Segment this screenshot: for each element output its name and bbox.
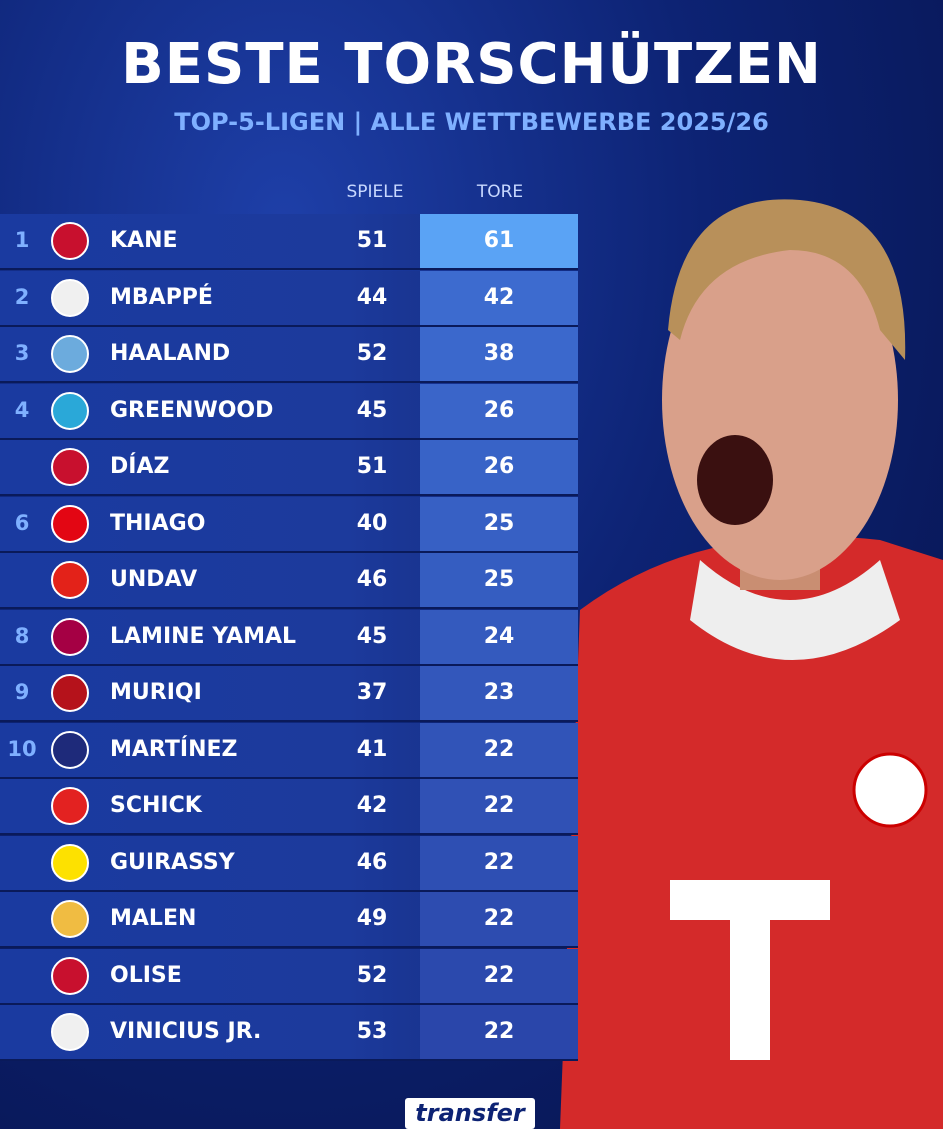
table-row: OLISE 52 22 — [0, 948, 578, 1005]
rank: 6 — [14, 510, 30, 535]
rank: 4 — [14, 397, 30, 422]
club-logo — [51, 561, 89, 599]
rank: 3 — [14, 341, 30, 365]
brand-logo: transfer — [405, 1098, 535, 1129]
player-name: KANE — [110, 228, 178, 253]
column-header: SPIELE — [346, 182, 404, 202]
goals: 42 — [420, 270, 578, 325]
player-name: HAALAND — [110, 341, 231, 366]
table-row: 1 KANE 51 61 — [0, 214, 578, 270]
games: 52 — [356, 962, 388, 988]
table-row: VINICIUS JR. 53 22 — [0, 1005, 578, 1061]
goals: 26 — [420, 383, 578, 438]
club-logo — [51, 843, 89, 882]
club-logo — [51, 900, 89, 938]
player-name: GREENWOOD — [110, 397, 274, 423]
goals: 38 — [420, 327, 578, 381]
table-row: 8 LAMINE YAMAL 45 24 — [0, 609, 578, 666]
player-name: MURIQI — [110, 680, 202, 705]
club-logo — [51, 278, 89, 317]
goals: 25 — [420, 496, 578, 551]
games: 41 — [356, 736, 388, 762]
table-row: 9 MURIQI 37 23 — [0, 666, 578, 722]
table-row: UNDAV 46 25 — [0, 553, 578, 609]
club-logo — [51, 956, 89, 995]
games: 52 — [356, 341, 388, 366]
goals: 22 — [420, 835, 578, 890]
table-row: 6 THIAGO 40 25 — [0, 496, 578, 553]
rank: 10 — [7, 736, 37, 761]
games: 45 — [356, 397, 388, 423]
club-logo — [51, 617, 89, 656]
table-row: DÍAZ 51 26 — [0, 440, 578, 496]
goals: 22 — [420, 892, 578, 946]
goals: 22 — [420, 722, 578, 777]
player-name: VINICIUS JR. — [110, 1019, 262, 1044]
club-logo — [51, 1013, 89, 1051]
table-row: 2 MBAPPÉ 44 42 — [0, 270, 578, 327]
club-logo — [51, 222, 89, 260]
rank: 9 — [14, 680, 30, 704]
player-name: THIAGO — [110, 510, 206, 536]
goals: 25 — [420, 553, 578, 607]
club-logo — [51, 674, 89, 712]
table-row: MALEN 49 22 — [0, 892, 578, 948]
table-row: GUIRASSY 46 22 — [0, 835, 578, 892]
club-logo — [51, 504, 89, 543]
games: 40 — [356, 510, 388, 536]
goals: 26 — [420, 440, 578, 494]
games: 46 — [356, 849, 388, 875]
player-name: SCHICK — [110, 793, 202, 818]
mouth — [697, 435, 773, 525]
player-name: MARTÍNEZ — [110, 736, 238, 762]
games: 42 — [356, 793, 388, 818]
games: 49 — [356, 906, 388, 931]
rank: 2 — [14, 284, 30, 309]
player-name: DÍAZ — [110, 454, 170, 479]
crest — [852, 752, 928, 828]
games: 53 — [356, 1019, 388, 1044]
games: 51 — [356, 228, 388, 253]
collar — [690, 560, 900, 660]
rank: 8 — [14, 623, 30, 648]
goals: 22 — [420, 948, 578, 1003]
goals: 22 — [420, 1005, 578, 1059]
table-row: 4 GREENWOOD 45 26 — [0, 383, 578, 440]
jersey-logo — [670, 880, 830, 1060]
goals: 22 — [420, 779, 578, 833]
goals: 23 — [420, 666, 578, 720]
club-logo — [51, 391, 89, 430]
games: 45 — [356, 623, 388, 649]
club-logo — [51, 335, 89, 373]
club-logo — [51, 787, 89, 825]
hair — [668, 199, 906, 360]
title: BESTE TORSCHÜTZEN — [121, 32, 822, 97]
games: 51 — [356, 454, 388, 479]
player-name: MALEN — [110, 906, 197, 931]
club-logo — [51, 730, 89, 769]
goals: 24 — [420, 609, 578, 664]
player-name: MBAPPÉ — [110, 284, 213, 310]
column-header: TORE — [476, 182, 524, 202]
club-logo — [51, 448, 89, 486]
table-row: 10 MARTÍNEZ 41 22 — [0, 722, 578, 779]
player-name: OLISE — [110, 962, 182, 988]
player-name: GUIRASSY — [110, 849, 235, 875]
subtitle: TOP-5-LIGEN | ALLE WETTBEWERBE 2025/26 — [174, 108, 769, 136]
rank: 1 — [14, 228, 30, 252]
games: 44 — [356, 284, 388, 310]
table-row: 3 HAALAND 52 38 — [0, 327, 578, 383]
player-name: UNDAV — [110, 567, 198, 592]
games: 37 — [356, 680, 388, 705]
jersey — [560, 536, 943, 1129]
goals: 61 — [420, 214, 578, 268]
table-row: SCHICK 42 22 — [0, 779, 578, 835]
player-name: LAMINE YAMAL — [110, 623, 297, 649]
games: 46 — [356, 567, 388, 592]
